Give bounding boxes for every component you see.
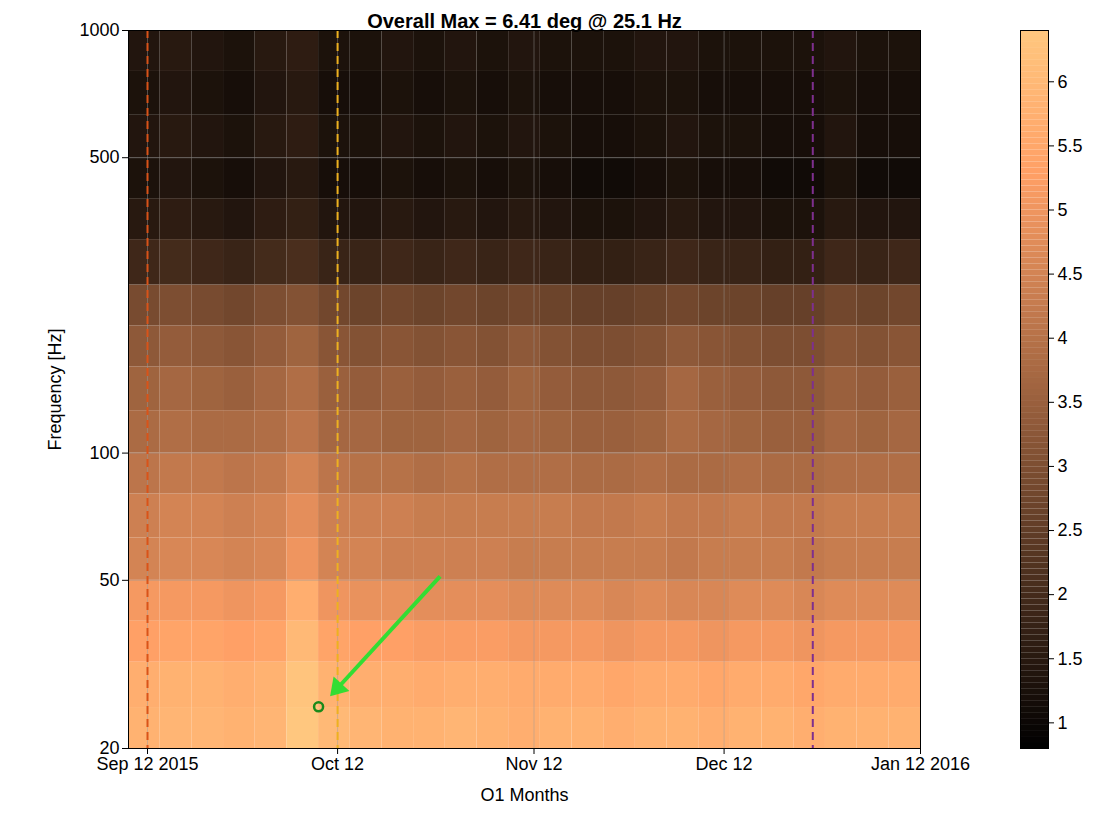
- svg-text:1.5: 1.5: [1058, 649, 1083, 669]
- svg-text:Frequency [Hz]: Frequency [Hz]: [45, 328, 65, 450]
- svg-text:500: 500: [89, 147, 119, 167]
- svg-text:1: 1: [1058, 713, 1068, 733]
- svg-text:3: 3: [1058, 456, 1068, 476]
- svg-text:6: 6: [1058, 72, 1068, 92]
- svg-text:Nov 12: Nov 12: [505, 754, 562, 774]
- svg-text:Sep 12 2015: Sep 12 2015: [96, 754, 199, 775]
- svg-text:2: 2: [1058, 584, 1068, 604]
- svg-text:O1 Months: O1 Months: [480, 785, 568, 805]
- svg-text:1000: 1000: [79, 20, 119, 40]
- svg-text:Dec 12: Dec 12: [696, 754, 753, 774]
- svg-text:5: 5: [1058, 200, 1068, 220]
- svg-text:20: 20: [99, 738, 119, 758]
- svg-text:100: 100: [89, 443, 119, 463]
- svg-text:4: 4: [1058, 328, 1068, 348]
- svg-text:5.5: 5.5: [1058, 136, 1083, 156]
- svg-text:50: 50: [99, 570, 119, 590]
- svg-text:Jan 12 2016: Jan 12 2016: [871, 754, 970, 774]
- svg-text:4.5: 4.5: [1058, 264, 1083, 284]
- svg-text:Oct 12: Oct 12: [311, 754, 364, 774]
- svg-text:2.5: 2.5: [1058, 520, 1083, 540]
- svg-text:3.5: 3.5: [1058, 392, 1083, 412]
- svg-text:Overall Max = 6.41 deg @ 25.1: Overall Max = 6.41 deg @ 25.1 Hz: [367, 10, 682, 32]
